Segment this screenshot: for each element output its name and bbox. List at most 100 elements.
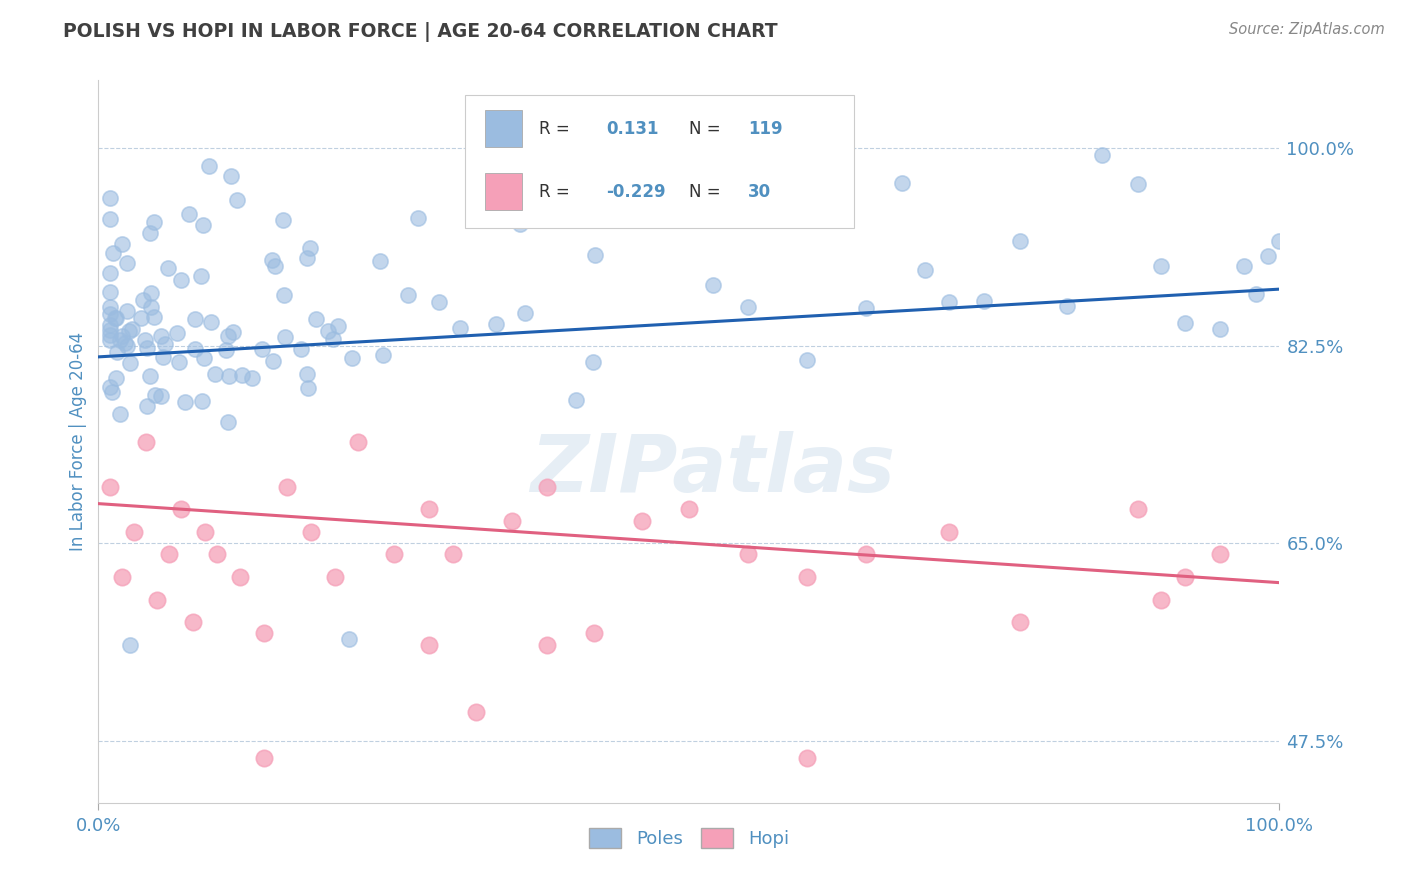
- Point: [177, 207, 200, 221]
- Point: [118, 638, 141, 652]
- Point: [536, 480, 558, 494]
- Point: [104, 371, 127, 385]
- Point: [141, 300, 163, 314]
- Point: [938, 294, 960, 309]
- Point: [193, 218, 215, 232]
- Point: [98, 266, 121, 280]
- Text: N =: N =: [689, 183, 720, 202]
- Point: [98, 323, 121, 337]
- Point: [914, 263, 936, 277]
- Point: [108, 333, 131, 347]
- Point: [273, 212, 295, 227]
- Point: [501, 514, 523, 528]
- Point: [118, 324, 141, 338]
- Point: [262, 253, 284, 268]
- Point: [98, 480, 121, 494]
- Point: [418, 638, 440, 652]
- Point: [396, 288, 419, 302]
- Point: [139, 369, 162, 384]
- Point: [1091, 148, 1114, 162]
- Point: [166, 326, 188, 341]
- Point: [184, 312, 207, 326]
- Point: [219, 169, 242, 183]
- Point: [115, 339, 138, 353]
- Point: [240, 371, 263, 385]
- Point: [340, 351, 363, 365]
- Point: [217, 415, 239, 429]
- Point: [121, 322, 143, 336]
- Point: [1257, 249, 1279, 263]
- Point: [737, 300, 759, 314]
- Point: [1209, 322, 1232, 336]
- Point: [150, 329, 173, 343]
- Point: [406, 211, 429, 226]
- Text: ZIPatlas: ZIPatlas: [530, 432, 896, 509]
- Point: [890, 176, 912, 190]
- Point: [253, 750, 276, 764]
- Point: [101, 246, 124, 260]
- Point: [198, 159, 221, 173]
- Point: [157, 548, 180, 562]
- Point: [170, 502, 193, 516]
- Point: [1126, 177, 1149, 191]
- Point: [205, 548, 228, 562]
- Point: [382, 548, 405, 562]
- Point: [297, 368, 319, 382]
- Point: [299, 524, 322, 539]
- Point: [418, 502, 440, 516]
- Point: [100, 385, 122, 400]
- Point: [153, 337, 176, 351]
- Text: R =: R =: [538, 183, 569, 202]
- Point: [141, 285, 163, 300]
- Point: [229, 570, 252, 584]
- Point: [347, 434, 370, 449]
- Point: [98, 318, 121, 332]
- Point: [1150, 592, 1173, 607]
- Point: [173, 395, 195, 409]
- Point: [513, 306, 536, 320]
- Text: R =: R =: [538, 120, 569, 137]
- Point: [298, 241, 321, 255]
- Point: [938, 524, 960, 539]
- Point: [98, 327, 121, 342]
- Point: [98, 307, 121, 321]
- Y-axis label: In Labor Force | Age 20-64: In Labor Force | Age 20-64: [69, 332, 87, 551]
- Point: [98, 300, 121, 314]
- Point: [122, 524, 145, 539]
- Point: [191, 393, 214, 408]
- Point: [565, 392, 588, 407]
- Point: [204, 368, 226, 382]
- Point: [111, 570, 134, 584]
- FancyBboxPatch shape: [485, 110, 523, 147]
- Point: [1244, 286, 1267, 301]
- Point: [132, 293, 155, 308]
- Text: -0.229: -0.229: [606, 183, 666, 202]
- Point: [368, 254, 391, 268]
- Point: [217, 329, 239, 343]
- Text: N =: N =: [689, 120, 720, 137]
- Point: [184, 343, 207, 357]
- Point: [796, 352, 818, 367]
- Legend: Poles, Hopi: Poles, Hopi: [582, 821, 796, 855]
- Text: POLISH VS HOPI IN LABOR FORCE | AGE 20-64 CORRELATION CHART: POLISH VS HOPI IN LABOR FORCE | AGE 20-6…: [63, 22, 778, 42]
- Point: [98, 380, 121, 394]
- Point: [1233, 260, 1256, 274]
- Text: 30: 30: [748, 183, 770, 202]
- Point: [1268, 234, 1291, 248]
- Point: [146, 592, 169, 607]
- Point: [136, 399, 159, 413]
- Text: Source: ZipAtlas.com: Source: ZipAtlas.com: [1229, 22, 1385, 37]
- Point: [322, 332, 344, 346]
- Point: [274, 330, 297, 344]
- Point: [129, 310, 152, 325]
- Point: [1008, 615, 1031, 630]
- Point: [1209, 548, 1232, 562]
- Point: [214, 343, 236, 358]
- Point: [264, 259, 287, 273]
- Point: [181, 615, 204, 630]
- Point: [427, 295, 450, 310]
- Point: [1126, 502, 1149, 516]
- Point: [104, 310, 127, 325]
- Point: [323, 570, 346, 584]
- Point: [108, 407, 131, 421]
